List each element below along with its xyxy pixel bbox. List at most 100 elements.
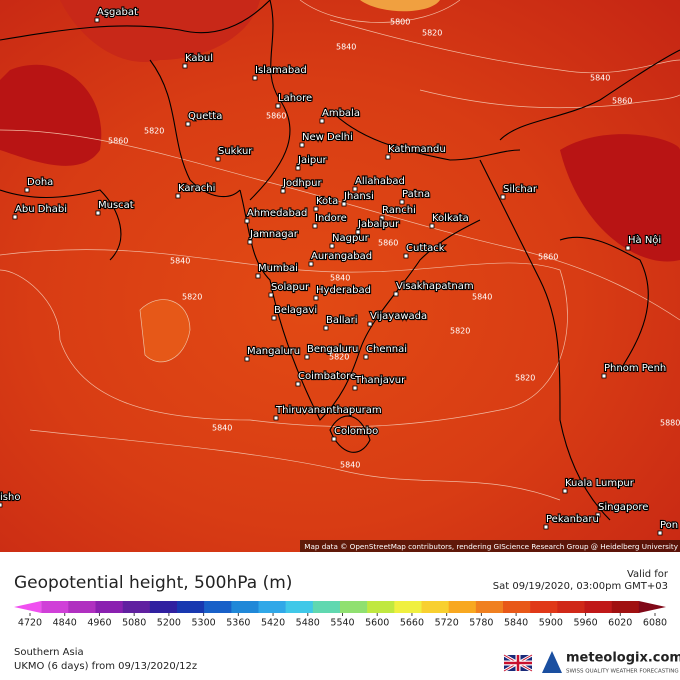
city-dot	[95, 210, 101, 216]
city-dot	[355, 229, 361, 235]
contour	[139, 299, 191, 363]
city-label: Hyderabad	[316, 285, 371, 296]
city-dot	[275, 103, 281, 109]
contour-label: 5860	[108, 137, 128, 146]
colorbar-tick-label: 5660	[400, 618, 424, 629]
city-label: Singapore	[598, 502, 648, 513]
city-dot	[319, 118, 325, 124]
colorbar-swatch	[204, 601, 232, 613]
city-label: Kolkata	[432, 213, 469, 224]
colorbar-tick-label: 5420	[261, 618, 285, 629]
city-label: Kuala Lumpur	[565, 478, 635, 489]
city-label: Solapur	[271, 282, 310, 293]
colorbar-tick-label: 5360	[226, 618, 250, 629]
city-dot	[313, 295, 319, 301]
contour-label: 5800	[390, 18, 410, 27]
borders	[0, 0, 680, 521]
city-label: Kathmandu	[388, 144, 446, 155]
city-dot	[271, 315, 277, 321]
contour-label: 5860	[266, 112, 286, 121]
field	[0, 64, 102, 166]
city-dot	[299, 142, 305, 148]
city-dot	[595, 512, 601, 518]
contour-label: 5820	[182, 293, 202, 302]
city-label: Islamabad	[255, 65, 307, 76]
attribution: Map data © OpenStreetMap contributors, r…	[304, 542, 678, 551]
city-label: Silchar	[503, 184, 538, 195]
colorbar-tick-label: 5080	[122, 618, 146, 629]
city-label: Visakhapatnam	[396, 281, 474, 292]
city-dot	[273, 415, 279, 421]
field	[0, 0, 680, 552]
colorbar-tick-label: 5840	[504, 618, 528, 629]
city-dot	[331, 436, 337, 442]
legend-title: Geopotential height, 500hPa (m)	[14, 573, 292, 593]
city-label: Mangaluru	[247, 346, 300, 357]
city-dot	[601, 373, 607, 379]
city-label: Indore	[315, 213, 347, 224]
city-label: Pekanbaru	[546, 514, 599, 525]
city-dot	[379, 215, 385, 221]
contour-label: 5840	[336, 43, 356, 52]
colorbar-swatch	[231, 601, 259, 613]
colorbar-swatch	[367, 601, 395, 613]
city-dot	[244, 356, 250, 362]
city-label: New Delhi	[302, 132, 353, 143]
city-label: Kabul	[185, 53, 213, 64]
contour-label: 5840	[212, 424, 232, 433]
city-dot	[280, 188, 286, 194]
brand: meteologix.com	[566, 651, 680, 666]
field	[0, 0, 260, 62]
city-dot	[329, 243, 335, 249]
city-dot	[255, 273, 261, 279]
city-label: Nagpur	[332, 233, 370, 244]
city-dot	[657, 530, 663, 536]
city-dot	[295, 165, 301, 171]
colorbar-tick-label: 5300	[192, 618, 216, 629]
city-dot	[182, 63, 188, 69]
colorbar-swatch	[503, 601, 531, 613]
city-dot	[500, 194, 506, 200]
colorbar-swatch	[557, 601, 585, 613]
contour-label: 5840	[330, 274, 350, 283]
contours	[0, 0, 680, 501]
city-dot	[399, 199, 405, 205]
field	[560, 134, 680, 262]
contour-label: 5860	[378, 239, 398, 248]
colorbar-tick-label: 5600	[365, 618, 389, 629]
colorbar-swatch	[122, 601, 151, 613]
city-dot	[625, 245, 631, 251]
colorbar-swatch	[149, 601, 178, 613]
colorbar-tick-label: 5780	[469, 618, 493, 629]
colorbar-swatch	[638, 601, 666, 613]
city-label: Thiruvananthapuram	[275, 405, 382, 416]
city-dot	[252, 75, 258, 81]
city-dot	[363, 354, 369, 360]
colorbar-swatch	[611, 601, 640, 613]
colorbar-swatch	[312, 601, 341, 613]
city-label: Aurangabad	[311, 251, 372, 262]
contour-label: 5840	[340, 461, 360, 470]
city-dot	[308, 261, 314, 267]
colorbar-tick-label: 5720	[435, 618, 459, 629]
city-dot	[24, 187, 30, 193]
city-dot	[244, 218, 250, 224]
city-dot	[352, 186, 358, 192]
field	[360, 0, 440, 12]
city-label: Coimbatore	[298, 371, 356, 382]
map: Aşgabat Kabul Islamabad Lahore Quetta Ambala N…	[0, 0, 680, 552]
city-label: Jaipur	[297, 155, 328, 166]
colorbar-tick-label: 5480	[296, 618, 320, 629]
colorbar-swatch	[177, 601, 205, 613]
colorbar-swatch	[475, 601, 504, 613]
colorbar: 4720 4840 4960 5080 5200 5300 5360 5420 5480 5540…	[14, 601, 667, 629]
city-label: Muscat	[98, 200, 134, 211]
city-dot	[385, 154, 391, 160]
city-label: Jodhpur	[282, 178, 322, 189]
contour-label: 5820	[144, 127, 164, 136]
city-label: isho	[0, 492, 20, 503]
city-dot	[0, 502, 3, 508]
city-dot	[352, 385, 358, 391]
colorbar-swatch	[394, 601, 422, 613]
city-label: Belagavi	[274, 305, 317, 316]
